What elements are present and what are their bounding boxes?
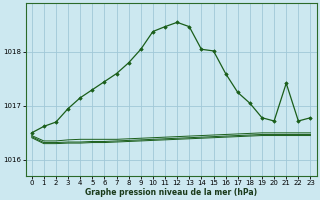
X-axis label: Graphe pression niveau de la mer (hPa): Graphe pression niveau de la mer (hPa): [85, 188, 257, 197]
